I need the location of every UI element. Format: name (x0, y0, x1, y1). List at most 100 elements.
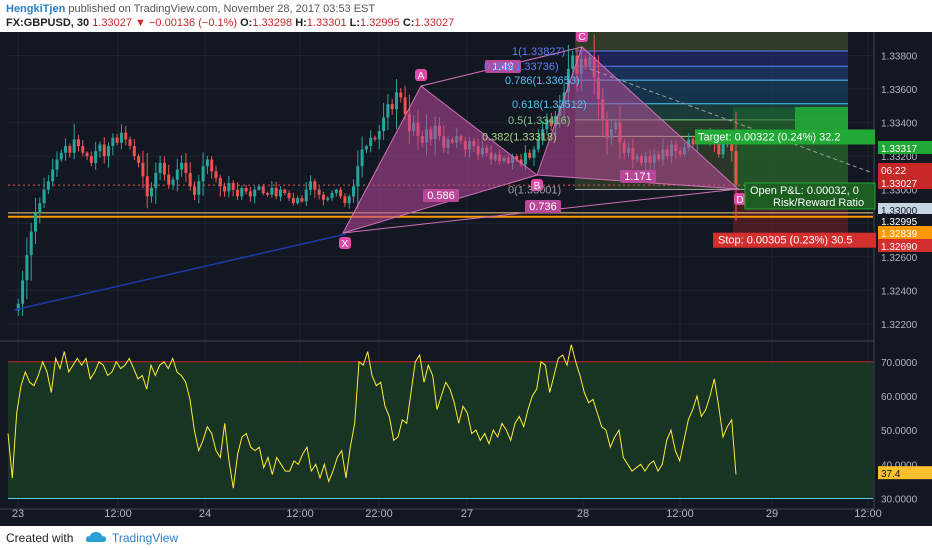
candle-body (42, 189, 46, 204)
fib-level-label: 0.382(1.33318) (482, 131, 557, 143)
candle-body (175, 169, 179, 180)
price-badge (878, 176, 932, 189)
price-tick-label: 1.33400 (881, 119, 918, 130)
rsi-tick-label: 30.0000 (881, 494, 918, 505)
candle-body (132, 146, 136, 157)
stop-label: Stop: 0.00305 (0.23%) 30.5 (718, 235, 853, 247)
candle-body (158, 162, 162, 173)
candle-body (566, 68, 570, 93)
time-tick-label: 24 (199, 508, 211, 520)
low-label: L: (349, 17, 361, 29)
pattern-ratio-badge (620, 170, 656, 183)
candle-body (399, 92, 403, 98)
candle-body (274, 188, 278, 197)
candle-body (29, 231, 33, 256)
candle-body (94, 151, 98, 163)
candle-body (240, 188, 244, 197)
candle-body (278, 189, 282, 197)
candle-body (291, 198, 295, 204)
price-badge-label: 1.32839 (881, 229, 918, 240)
candle-body (257, 186, 261, 190)
candle-body (25, 255, 29, 281)
chart-area[interactable]: X A B C D 0.586 1.49 1.171 0.736 1(1.33827) 0.886… (0, 32, 932, 526)
candle-body (403, 97, 407, 115)
fib-zone-band (575, 66, 848, 81)
candle-body (300, 198, 304, 202)
candle-body (343, 196, 347, 204)
low-value: 1.32995 (360, 17, 400, 29)
pattern-ratio-badge (485, 60, 521, 73)
candle-body (721, 144, 725, 155)
candle-body (523, 152, 527, 165)
candle-body (102, 144, 106, 157)
candle-body (369, 137, 373, 147)
rsi-line (7, 344, 737, 489)
open-pnl-label: Open P&L: 0.00032, 0 (750, 185, 859, 197)
chart-header: HengkiTjen published on TradingView.com,… (0, 0, 932, 32)
candle-body (197, 181, 201, 195)
rsi-band-fill (8, 361, 873, 499)
candle-body (244, 188, 248, 192)
candle-body (364, 146, 368, 150)
created-with-text: Created with (6, 531, 74, 545)
candle-body (266, 193, 270, 195)
rsi-tick-label: 40.0000 (881, 460, 918, 471)
chart-svg[interactable]: X A B C D 0.586 1.49 1.171 0.736 1(1.33827) 0.886… (0, 32, 932, 526)
candle-body (287, 193, 291, 199)
tradingview-brand[interactable]: TradingView (112, 531, 179, 545)
fib-zone-band (575, 80, 848, 104)
candle-body (68, 146, 72, 153)
pattern-point-label: C (578, 32, 585, 43)
candle-body (98, 144, 102, 152)
tradingview-logo-icon[interactable] (84, 530, 108, 549)
candle-body (283, 189, 287, 194)
publisher-name[interactable]: HengkiTjen (6, 3, 66, 15)
time-tick-label: 27 (461, 508, 473, 520)
candle-body (691, 139, 695, 145)
candle-body (356, 166, 360, 187)
candle-body (382, 117, 386, 131)
price-badge-label: 1.33317 (881, 144, 918, 155)
candle-body (21, 280, 25, 304)
candle-body (16, 303, 20, 311)
candle-body (270, 188, 274, 195)
candle-body (137, 156, 141, 163)
pattern-ratio-label: 1.49 (492, 61, 513, 73)
candle-body (46, 181, 50, 190)
candle-body (188, 172, 192, 187)
price-badge-label: 1.32995 (881, 217, 918, 228)
high-value: 1.33301 (306, 17, 347, 29)
price-badge (878, 226, 932, 239)
rsi-value-label: 37.4 (881, 469, 901, 480)
candle-body (549, 119, 553, 126)
candle-body (55, 159, 59, 170)
candle-body (532, 149, 536, 158)
stop-label-box (713, 232, 876, 248)
candle-body (64, 146, 68, 153)
close-value: 1.33027 (414, 17, 455, 29)
price-tick-label: 1.32400 (881, 286, 918, 297)
candle-body (193, 186, 196, 195)
candle-body (76, 139, 80, 147)
fib-level-label: 0(1.33001) (508, 185, 561, 197)
candle-body (519, 159, 523, 165)
candle-body (313, 181, 317, 190)
candle-body (180, 162, 184, 170)
candle-body (210, 159, 214, 172)
candle-body (734, 151, 738, 185)
candle-body (309, 181, 313, 190)
candle-body (730, 139, 734, 152)
rsi-tick-label: 60.0000 (881, 392, 918, 403)
down-arrow-icon: ▼ (135, 17, 146, 29)
symbol-label: FX:GBPUSD, 30 (6, 17, 90, 29)
candle-body (171, 179, 175, 185)
candle-body (235, 189, 239, 197)
candle-body (352, 186, 356, 197)
pattern-point-badge (576, 32, 588, 42)
fib-level-label: 0.618(1.33512) (512, 99, 587, 111)
time-tick-label: 23 (12, 508, 24, 520)
candle-body (373, 137, 377, 140)
time-tick-label: 12:00 (854, 508, 882, 520)
candle-body (124, 132, 128, 140)
fib-level-label: 1(1.33827) (512, 46, 565, 58)
